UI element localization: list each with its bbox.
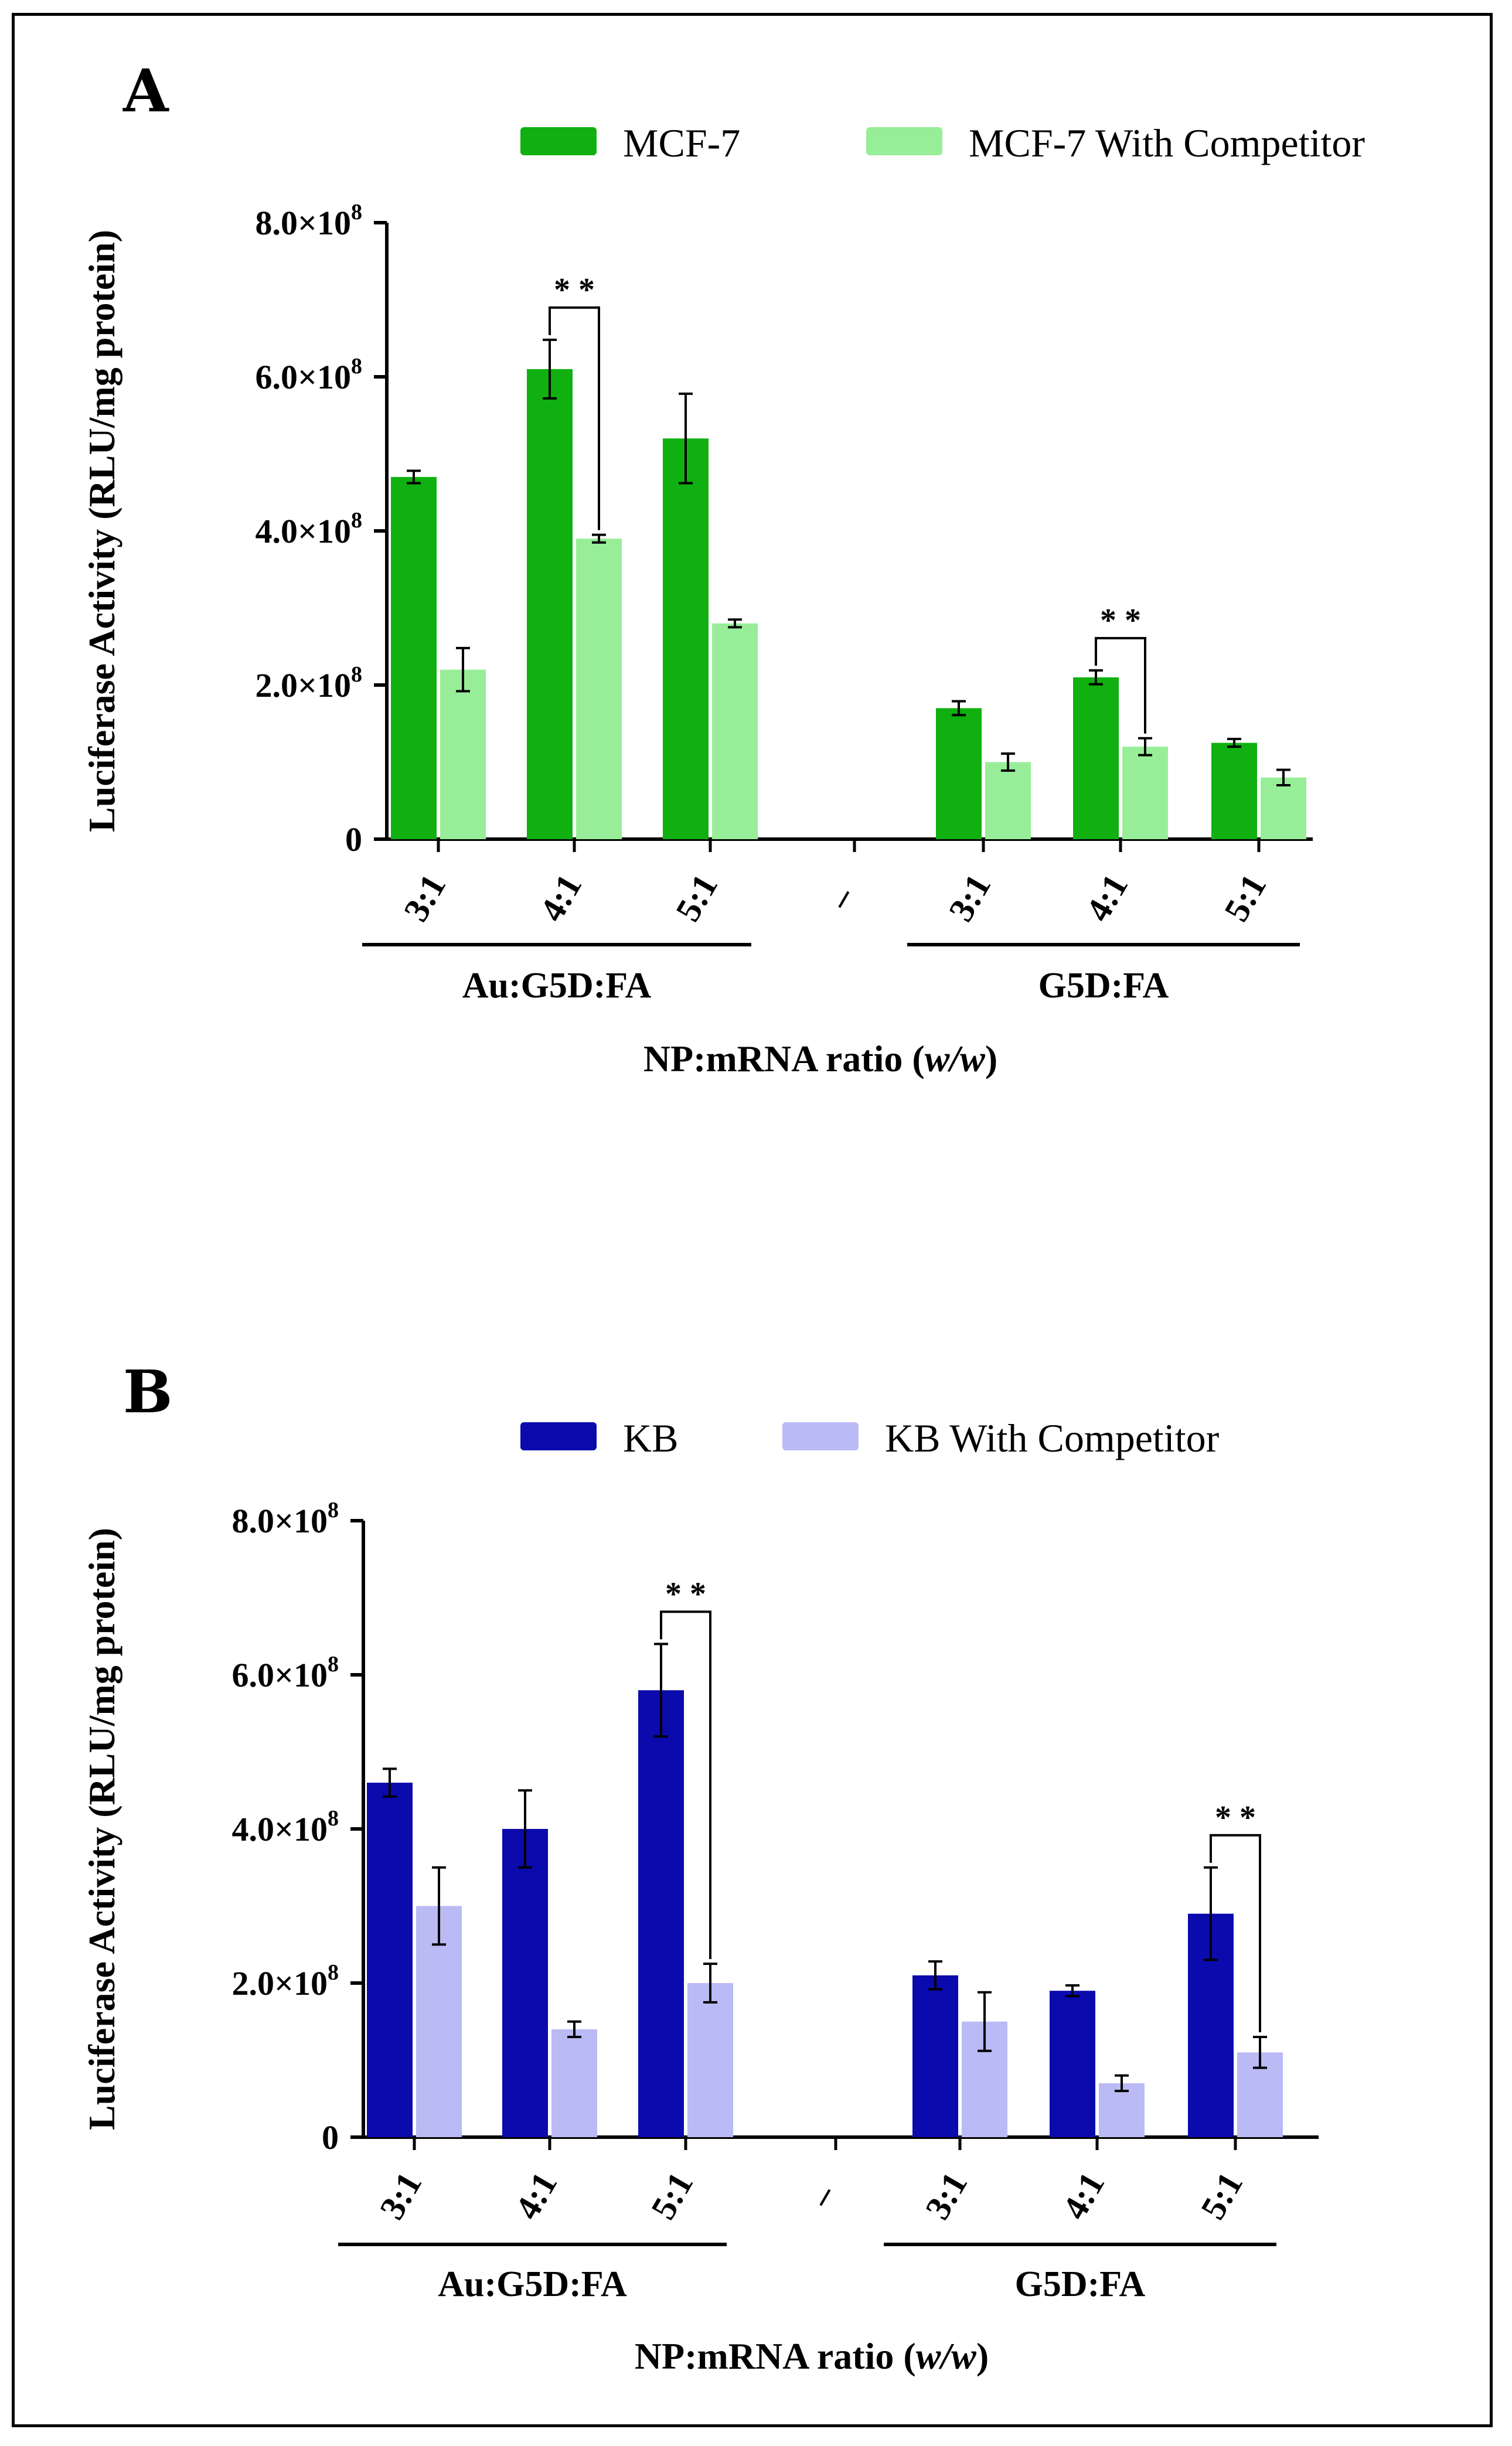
legend-label: KB With Competitor <box>885 1416 1220 1460</box>
y-tick-label: 4.0×108 <box>255 508 362 550</box>
y-tick-label: 0 <box>322 2118 339 2157</box>
y-axis-title: Luciferase Activity (RLU/mg protein) <box>81 1528 122 2130</box>
significance-label: * * <box>665 1576 706 1612</box>
y-tick-label: 8.0×108 <box>255 200 362 242</box>
bar-mcf-7-with-competitor <box>1261 777 1306 839</box>
x-tick-label: 5:1 <box>668 868 725 928</box>
significance-label: * * <box>554 272 595 308</box>
significance-bracket <box>549 306 600 530</box>
bar-mcf-7 <box>391 476 437 839</box>
x-tick-label: 4:1 <box>1078 868 1135 928</box>
bar-mcf-7-with-competitor <box>985 762 1031 839</box>
y-axis-title: Luciferase Activity (RLU/mg protein) <box>81 230 122 832</box>
x-tick-label: 3:1 <box>396 868 453 928</box>
y-tick-label: 4.0×108 <box>231 1806 339 1848</box>
x-tick-label: 5:1 <box>643 2166 700 2226</box>
legend-swatch <box>866 127 942 155</box>
x-tick-label: 5:1 <box>1193 2166 1250 2226</box>
significance-label: * * <box>1100 602 1141 639</box>
x-axis-title: NP:mRNA ratio (w/w) <box>643 1038 997 1079</box>
bar-kb <box>1050 1991 1095 2137</box>
significance-bracket <box>1095 637 1146 734</box>
legend-swatch <box>520 1422 597 1450</box>
x-tick-label: 3:1 <box>941 868 998 928</box>
bar-mcf-7 <box>527 369 573 839</box>
bar-kb-with-competitor <box>551 2029 597 2137</box>
bar-mcf-7-with-competitor <box>576 539 622 839</box>
bar-kb-with-competitor <box>1099 2083 1145 2137</box>
x-tick-label: 4:1 <box>1055 2166 1112 2226</box>
bar-mcf-7-with-competitor <box>712 623 758 839</box>
group-label: G5D:FA <box>1038 966 1169 1006</box>
bar-kb <box>367 1783 413 2137</box>
x-tick-label: 5:1 <box>1217 868 1273 928</box>
y-tick-label: 8.0×108 <box>231 1498 339 1540</box>
y-tick-label: 6.0×108 <box>255 354 362 396</box>
bar-mcf-7 <box>1073 677 1119 839</box>
bar-kb-with-competitor <box>687 1983 733 2137</box>
legend-swatch <box>782 1422 859 1450</box>
panel-letter: A <box>122 56 169 125</box>
legend-label: KB <box>623 1416 678 1460</box>
x-tick-label: 4:1 <box>508 2166 564 2226</box>
group-label: Au:G5D:FA <box>438 2264 627 2304</box>
bar-mcf-7 <box>936 708 982 839</box>
legend-label: MCF-7 <box>623 121 740 165</box>
figure-frame <box>12 13 1493 2427</box>
bar-mcf-7 <box>1211 742 1257 839</box>
legend-label: MCF-7 With Competitor <box>969 121 1365 165</box>
bar-kb <box>502 1829 548 2137</box>
y-tick-label: 2.0×108 <box>255 662 362 704</box>
significance-bracket <box>1210 1834 1261 2033</box>
x-tick-label: 3:1 <box>918 2166 975 2226</box>
chart-panel-a: A MCF-7 MCF-7 With Competitor 0 2.0×108 4.0×1… <box>81 56 1365 1079</box>
y-tick-label: 0 <box>345 820 362 859</box>
y-tick-label: 2.0×108 <box>231 1960 339 2002</box>
x-tick-label: – <box>819 880 862 916</box>
y-tick-label: 6.0×108 <box>231 1652 339 1694</box>
x-tick-label: 3:1 <box>372 2166 429 2226</box>
x-tick-label: 4:1 <box>532 868 589 928</box>
panel-letter: B <box>123 1357 173 1426</box>
bar-mcf-7-with-competitor <box>1122 747 1168 839</box>
group-label: Au:G5D:FA <box>462 966 652 1006</box>
group-label: G5D:FA <box>1015 2264 1146 2304</box>
bar-kb <box>638 1690 684 2137</box>
significance-label: * * <box>1215 1800 1256 1836</box>
x-axis-title: NP:mRNA ratio (w/w) <box>635 2335 989 2377</box>
bar-kb <box>912 1975 958 2137</box>
bar-mcf-7-with-competitor <box>440 669 486 839</box>
chart-panel-b: B KB KB With Competitor 0 2.0×108 4.0×108 6.0×… <box>81 1357 1319 2377</box>
x-tick-label: – <box>801 2178 843 2214</box>
bar-mcf-7 <box>663 438 709 839</box>
legend-swatch <box>520 127 597 155</box>
significance-bracket <box>660 1610 711 1960</box>
